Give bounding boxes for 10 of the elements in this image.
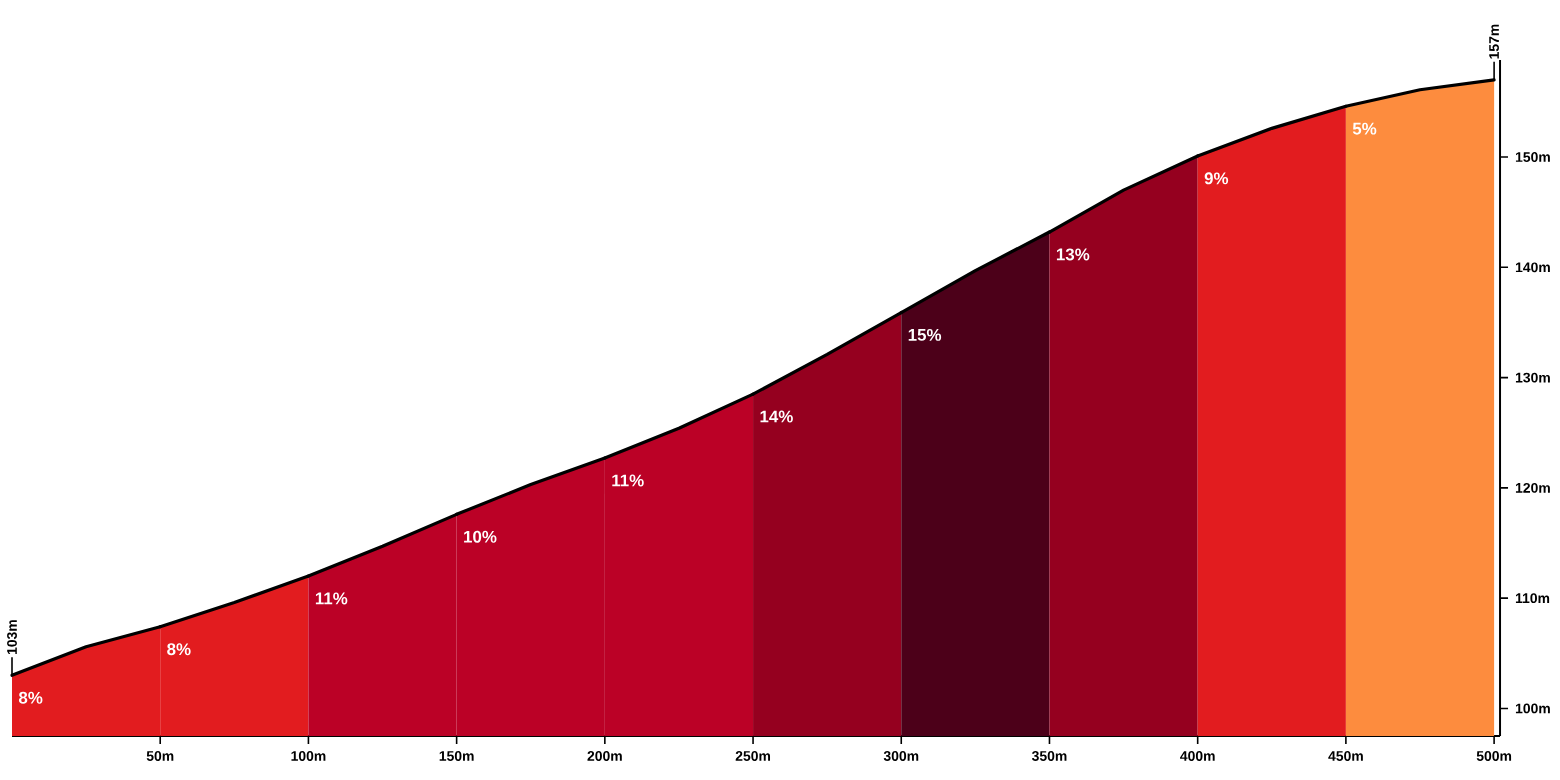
annotation: 5%	[1352, 122, 1377, 135]
annotation: 9%	[1204, 172, 1229, 185]
annotation: 11%	[315, 592, 348, 605]
annotation: 11%	[612, 474, 644, 487]
annotation: 8%	[167, 643, 191, 656]
annotation: 15%	[908, 328, 942, 341]
annotation: 14%	[760, 410, 793, 423]
annotation: 13%	[1056, 248, 1090, 261]
annotation: 8%	[18, 691, 43, 704]
annotation: 10%	[464, 530, 497, 543]
